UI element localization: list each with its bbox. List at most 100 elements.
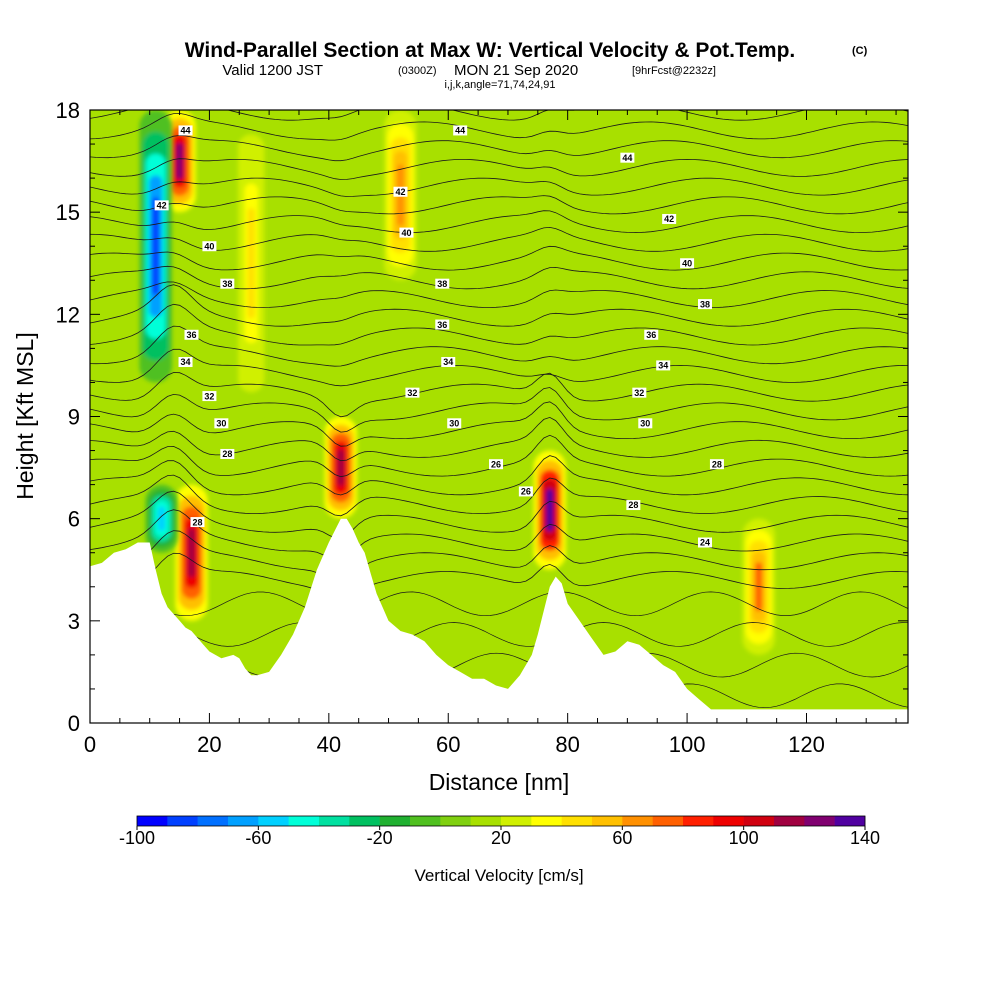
x-axis: 0 20 40 60 80 100 120 (84, 110, 897, 757)
contour-label-text: 36 (646, 330, 656, 340)
contour-label-text: 30 (640, 419, 650, 429)
contour-label-box (453, 125, 468, 136)
colorbar-swatch (743, 816, 775, 826)
velocity-bands (139, 110, 776, 655)
contour-label-text: 34 (181, 357, 191, 367)
theta-contour-line (90, 226, 908, 252)
x-tick-label: 40 (317, 732, 341, 757)
colorbar-swatch (349, 816, 380, 826)
contour-label-box (399, 227, 414, 238)
y-tick-label: 6 (68, 507, 80, 532)
contour-label: 36 (644, 329, 659, 340)
contour-label-box (435, 278, 450, 289)
theta-contour-line (90, 372, 908, 418)
contour-label-box (190, 517, 205, 528)
theta-contour-line (90, 348, 908, 387)
theta-contour-line (90, 401, 908, 447)
colorbar-swatch (561, 816, 593, 826)
x-tick-label: 0 (84, 732, 96, 757)
contour-label-text: 38 (437, 279, 447, 289)
contour-label-box (632, 387, 647, 398)
x-tick-label: 60 (436, 732, 460, 757)
contour-label: 26 (489, 459, 504, 470)
contour-label-box (202, 391, 217, 402)
colorbar-swatch (379, 816, 411, 826)
contour-label-box (435, 319, 450, 330)
contour-label: 38 (697, 299, 712, 309)
contour-label: 42 (393, 186, 408, 197)
colorbar-title: Vertical Velocity [cm/s] (414, 866, 583, 885)
updraft-band (324, 416, 358, 519)
contour-label-text: 32 (204, 391, 214, 401)
subtitle-utc-time: (0300Z) (398, 65, 437, 77)
colorbar-tick-label: -100 (119, 828, 155, 848)
colorbar-swatch (228, 816, 259, 826)
theta-contour-line (90, 281, 908, 308)
theta-contour-line (90, 110, 908, 121)
contour-label: 28 (220, 448, 235, 459)
contour-label: 34 (656, 360, 671, 371)
contour-label-box (447, 418, 462, 429)
theta-contour-line (90, 387, 908, 433)
y-axis-label: Height [Kft MSL] (12, 332, 38, 499)
contour-label-box (405, 387, 420, 398)
contour-label-text: 42 (157, 201, 167, 211)
colorbar-swatch (137, 816, 168, 826)
contour-label: 32 (202, 391, 217, 402)
theta-contour-line (90, 135, 908, 162)
colorbar-swatch (440, 816, 471, 826)
colorbar-swatch (470, 816, 502, 826)
contour-label: 44 (178, 125, 193, 136)
subtitle-forecast: [9hrFcst@2232z] (632, 65, 716, 77)
theta-contour-line (90, 591, 908, 617)
colorbar: -100 -60 -20 20 60 100 140 (119, 815, 880, 848)
contour-label: 36 (435, 319, 450, 330)
subtitle-date: MON 21 Sep 2020 (454, 62, 578, 79)
contour-label-text: 44 (181, 126, 191, 136)
contour-label-text: 30 (216, 419, 226, 429)
subtitle-valid-time: Valid 1200 JST (222, 62, 323, 79)
y-tick-label: 0 (68, 711, 80, 736)
y-tick-label: 18 (56, 98, 80, 123)
contour-label-text: 38 (222, 279, 232, 289)
contour-label-text: 40 (682, 258, 692, 268)
contour-label-text: 42 (395, 187, 405, 197)
contour-label: 32 (405, 387, 420, 398)
contour-label-text: 34 (443, 357, 453, 367)
contour-label-box (644, 329, 659, 340)
downdraft-band (145, 484, 178, 553)
contour-label-text: 44 (622, 153, 632, 163)
contour-label-box (489, 459, 504, 470)
contour-label-box (154, 200, 169, 211)
colorbar-tick-label: -20 (367, 828, 393, 848)
theta-contour-line (90, 177, 908, 197)
contour-label: 40 (202, 241, 217, 251)
updraft-band (533, 450, 567, 570)
subtitle-indices: i,j,k,angle=71,74,24,91 (444, 79, 555, 91)
y-tick-label: 9 (68, 405, 80, 430)
contour-label: 38 (220, 278, 235, 289)
contour-label: 28 (709, 459, 724, 469)
theta-contour-line (90, 530, 908, 585)
contour-label-text: 32 (634, 388, 644, 398)
updraft-band (234, 110, 268, 417)
theta-contour-line (90, 474, 908, 517)
x-tick-label: 20 (197, 732, 221, 757)
x-axis-label: Distance [nm] (429, 769, 570, 795)
terrain-mask (90, 518, 908, 723)
band-level (176, 142, 184, 180)
contour-label: 44 (453, 125, 468, 136)
contour-label-box (620, 152, 635, 163)
field-background (90, 110, 908, 723)
contour-label: 28 (626, 500, 641, 510)
theta-contour-line (90, 490, 908, 539)
colorbar-swatch (713, 816, 744, 826)
theta-contours (90, 110, 908, 709)
contour-label: 26 (518, 486, 533, 497)
colorbar-swatch (652, 816, 684, 826)
contour-label-box (178, 357, 193, 368)
theta-contour-line (90, 325, 908, 367)
contour-label-text: 34 (658, 361, 668, 371)
colorbar-tick-label: 60 (612, 828, 632, 848)
